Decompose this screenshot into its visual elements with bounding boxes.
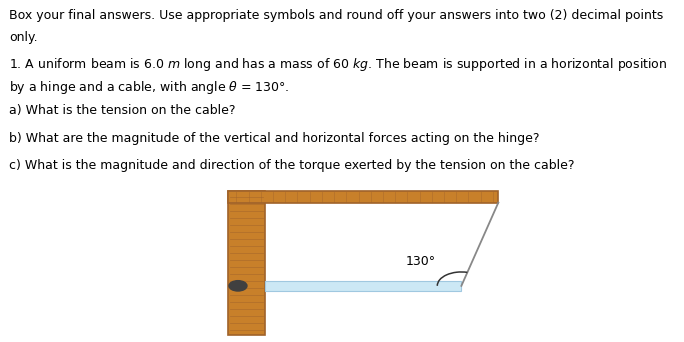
Text: 1. A uniform beam is 6.0 $m$ long and has a mass of 60 $kg$. The beam is support: 1. A uniform beam is 6.0 $m$ long and ha… [9,56,668,74]
Text: only.: only. [9,31,38,44]
Text: c) What is the magnitude and direction of the torque exerted by the tension on t: c) What is the magnitude and direction o… [9,159,575,172]
Bar [228,192,499,202]
Text: 130°: 130° [406,254,436,267]
Bar [265,281,462,291]
Text: by a hinge and a cable, with angle $\theta$ = 130°.: by a hinge and a cable, with angle $\the… [9,79,289,96]
Bar [228,190,265,335]
Text: Box your final answers. Use appropriate symbols and round off your answers into : Box your final answers. Use appropriate … [9,9,663,22]
Text: a) What is the tension on the cable?: a) What is the tension on the cable? [9,104,235,117]
Circle shape [229,281,247,291]
Text: b) What are the magnitude of the vertical and horizontal forces acting on the hi: b) What are the magnitude of the vertica… [9,132,540,145]
